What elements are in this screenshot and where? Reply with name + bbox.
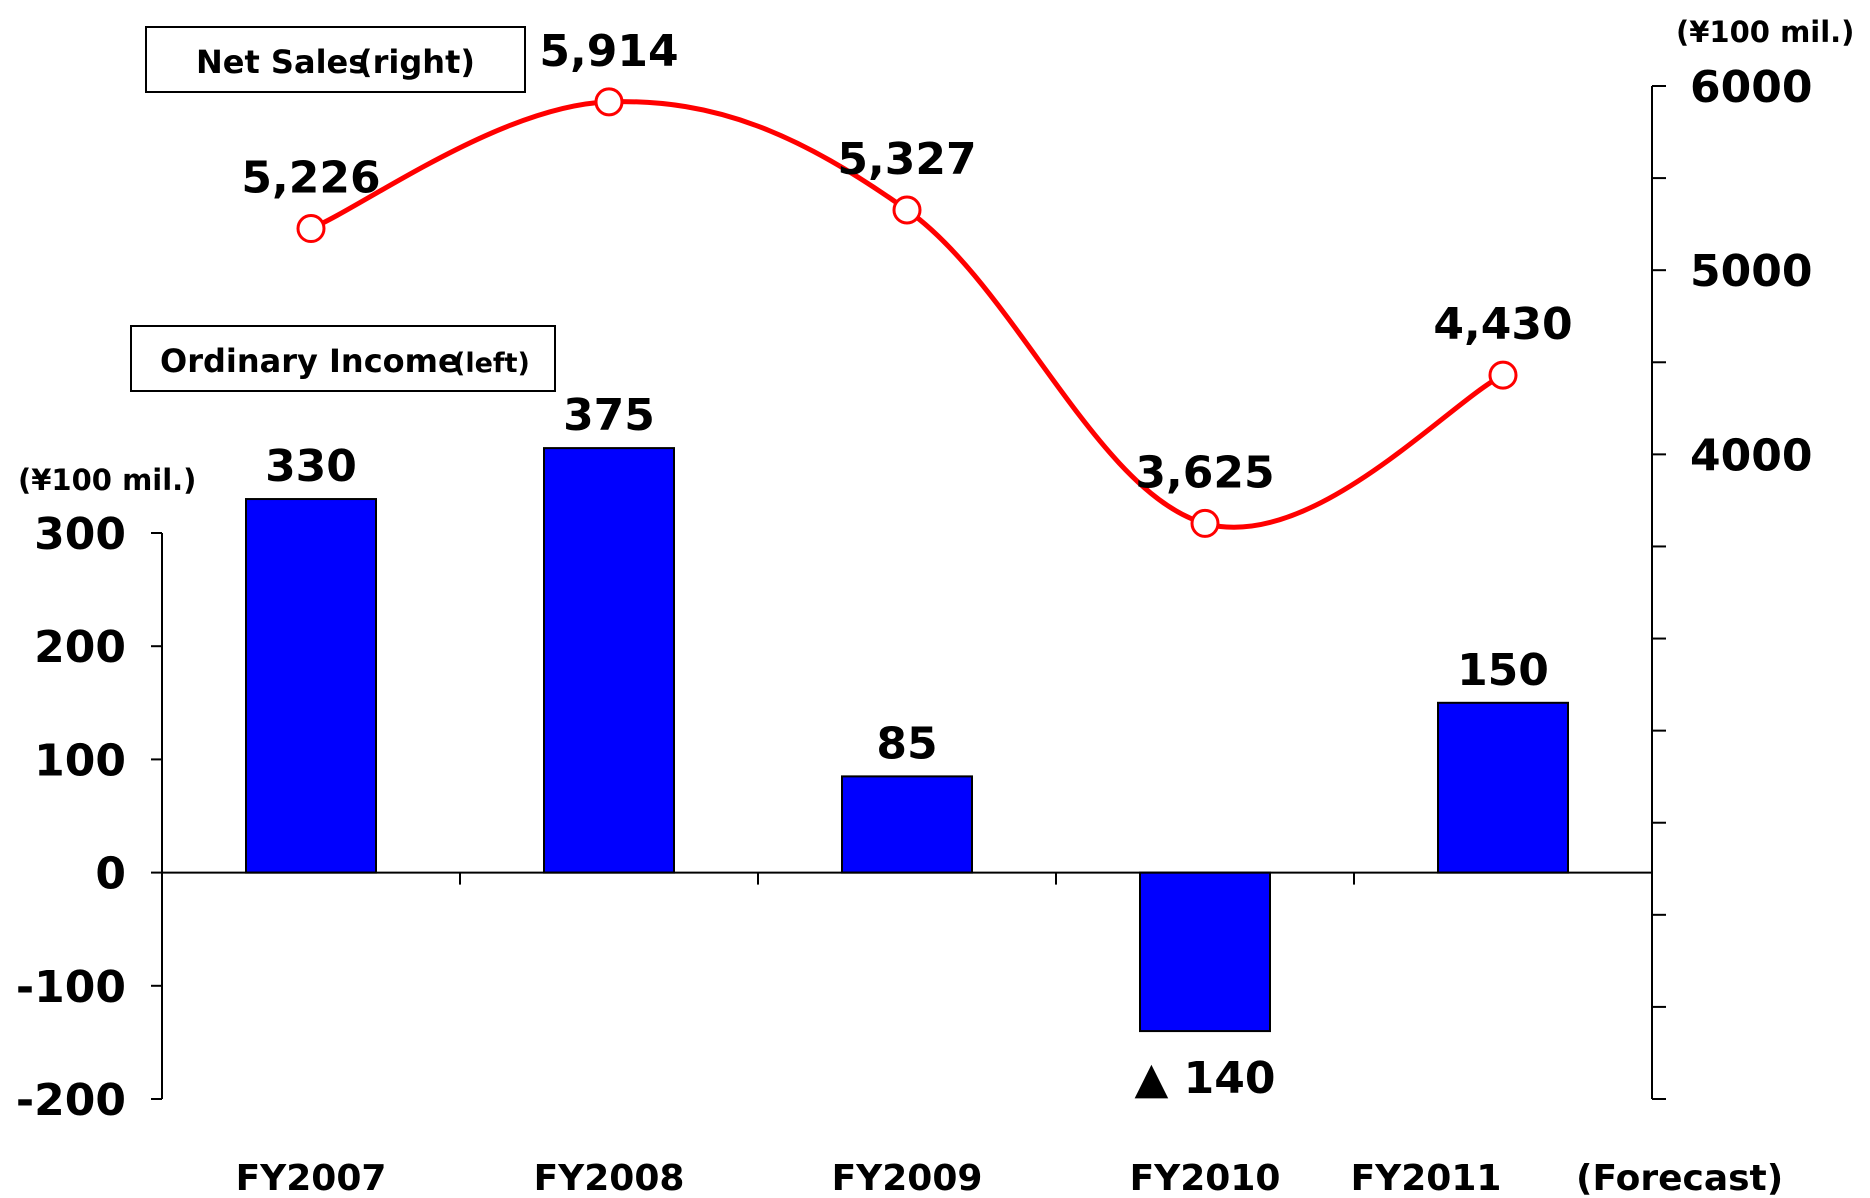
- line-point-FY2009: [892, 195, 922, 225]
- bar-data-label: ▲ 140: [1134, 1053, 1275, 1104]
- legend-suffix-net-sales: (right): [358, 43, 475, 81]
- right-tick-label: 4000: [1690, 430, 1812, 481]
- left-tick-label: 200: [34, 622, 126, 673]
- category-label-suffix: (Forecast): [1576, 1158, 1783, 1198]
- bar-FY2009: [841, 775, 973, 874]
- line-series: 5,226 5,914 5,327 3,625 4,430: [241, 26, 1573, 538]
- category-label: FY2008: [534, 1158, 685, 1198]
- line-data-label: 3,625: [1135, 447, 1274, 498]
- left-axis: 300 200 100 0 -100 -200 (¥100 mil.): [16, 463, 197, 1126]
- legend-box-ordinary-income: [130, 325, 556, 392]
- line-data-label: 5,914: [539, 26, 678, 77]
- legend-suffix-ordinary-income: (left): [453, 348, 530, 379]
- line-data-label: 5,327: [837, 134, 976, 185]
- line-data-label: 5,226: [241, 153, 380, 204]
- legends: Net Sales(right) Ordinary Income(left): [130, 26, 556, 392]
- left-tick-label: 100: [34, 735, 126, 786]
- left-tick-label: 0: [95, 849, 126, 900]
- category-label: FY2011: [1351, 1158, 1502, 1198]
- bar-FY2011: [1437, 701, 1569, 874]
- bar-FY2007: [245, 498, 377, 874]
- right-axis-unit: (¥100 mil.): [1676, 15, 1854, 49]
- left-tick-label: 300: [34, 509, 126, 560]
- bar-data-label: 330: [265, 441, 357, 492]
- category-label: FY2009: [832, 1158, 983, 1198]
- category-label: FY2010: [1130, 1158, 1281, 1198]
- left-tick-label: -200: [16, 1075, 126, 1126]
- right-tick-label: 6000: [1690, 62, 1812, 113]
- line-point-FY2007: [296, 214, 326, 244]
- bar-data-label: 375: [563, 390, 655, 441]
- bar-series: 330 375 85 ▲ 140 150: [245, 390, 1569, 1104]
- left-tick-label: -100: [16, 962, 126, 1013]
- category-label: FY2007: [236, 1158, 387, 1198]
- line-point-FY2010: [1190, 508, 1220, 538]
- bar-data-label: 85: [876, 718, 937, 769]
- legend-label-ordinary-income: Ordinary Income: [160, 342, 460, 380]
- right-tick-label: 5000: [1690, 246, 1812, 297]
- net-sales-line: [310, 99, 1505, 530]
- zero-line: [162, 871, 1652, 885]
- bar-FY2008: [543, 447, 675, 874]
- bar-FY2010: [1139, 871, 1271, 1033]
- line-data-label: 4,430: [1433, 299, 1572, 350]
- line-point-FY2011: [1488, 360, 1518, 390]
- left-axis-unit: (¥100 mil.): [18, 463, 196, 497]
- line-point-FY2008: [594, 87, 624, 117]
- bar-data-label: 150: [1457, 645, 1549, 696]
- legend-box-net-sales: [145, 26, 526, 93]
- right-axis: 6000 5000 4000 (¥100 mil.): [1651, 15, 1854, 1100]
- x-axis-labels: FY2007 FY2008 FY2009 FY2010 FY2011 (Forecast): [236, 1158, 1784, 1198]
- legend-label-net-sales: Net Sales: [196, 43, 367, 81]
